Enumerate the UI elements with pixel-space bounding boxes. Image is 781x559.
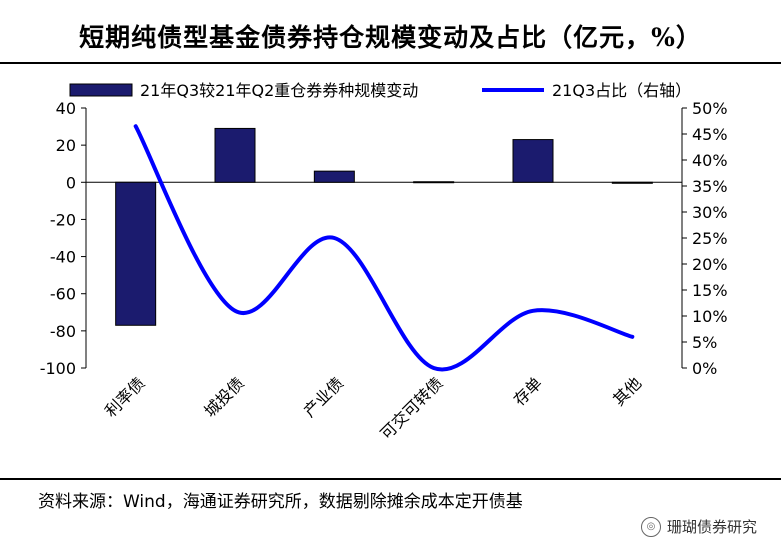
bar bbox=[512, 139, 554, 183]
title-rule bbox=[0, 62, 781, 64]
bar bbox=[413, 181, 455, 184]
bar bbox=[611, 181, 653, 184]
right-tick-label: 25% bbox=[692, 229, 728, 248]
category-label: 其他 bbox=[609, 373, 645, 409]
bar bbox=[313, 170, 355, 183]
left-tick-label: 0 bbox=[66, 173, 76, 192]
bars bbox=[115, 127, 653, 326]
left-tick-label: 40 bbox=[56, 99, 76, 118]
right-tick-label: 35% bbox=[692, 177, 728, 196]
right-tick-label: 50% bbox=[692, 99, 728, 118]
left-tick-label: -60 bbox=[50, 285, 76, 304]
bar bbox=[115, 181, 157, 326]
right-tick-label: 30% bbox=[692, 203, 728, 222]
wechat-icon: ◎ bbox=[640, 516, 661, 537]
right-tick-label: 15% bbox=[692, 281, 728, 300]
left-tick-label: 20 bbox=[56, 136, 76, 155]
chart-svg: 21年Q3较21年Q2重仓券券种规模变动 21Q3占比（右轴） 40 20 0 -20… bbox=[40, 81, 728, 443]
legend: 21年Q3较21年Q2重仓券券种规模变动 21Q3占比（右轴） bbox=[69, 81, 691, 100]
right-tick-label: 45% bbox=[692, 125, 728, 144]
right-tick-label: 20% bbox=[692, 255, 728, 274]
left-tick-label: -100 bbox=[40, 359, 76, 378]
left-tick-label: -20 bbox=[50, 210, 76, 229]
category-label: 可交可转债 bbox=[376, 373, 446, 443]
source-rule bbox=[0, 478, 781, 480]
category-label: 城投债 bbox=[200, 373, 247, 420]
watermark-text: 珊瑚债券研究 bbox=[666, 518, 757, 536]
category-labels: 利率债 城投债 产业债 可交可转债 存单 其他 bbox=[101, 373, 645, 443]
left-tick-label: -40 bbox=[50, 248, 76, 267]
line-series bbox=[133, 124, 635, 372]
legend-bar-swatch bbox=[69, 83, 133, 97]
right-tick-label: 5% bbox=[692, 333, 717, 352]
right-tick-label: 0% bbox=[692, 359, 717, 378]
category-label: 存单 bbox=[510, 373, 546, 409]
left-tick-label: -80 bbox=[50, 322, 76, 341]
axes: 40 20 0 -20 -40 -60 -80 -100 50% 45% 40% 35% 30% 25% 2… bbox=[40, 99, 728, 378]
chart-title: 短期纯债型基金债券持仓规模变动及占比（亿元，%） bbox=[79, 23, 702, 52]
line-path bbox=[133, 124, 635, 372]
category-label: 利率债 bbox=[101, 373, 148, 420]
category-label: 产业债 bbox=[300, 373, 347, 420]
right-tick-label: 40% bbox=[692, 151, 728, 170]
legend-line-label: 21Q3占比（右轴） bbox=[552, 81, 691, 100]
right-tick-label: 10% bbox=[692, 307, 728, 326]
watermark: ◎ 珊瑚债券研究 bbox=[640, 516, 757, 537]
source-note: 资料来源：Wind，海通证券研究所，数据剔除摊余成本定开债基 bbox=[38, 492, 523, 512]
bar bbox=[214, 127, 256, 183]
legend-bar-label: 21年Q3较21年Q2重仓券券种规模变动 bbox=[140, 81, 418, 100]
